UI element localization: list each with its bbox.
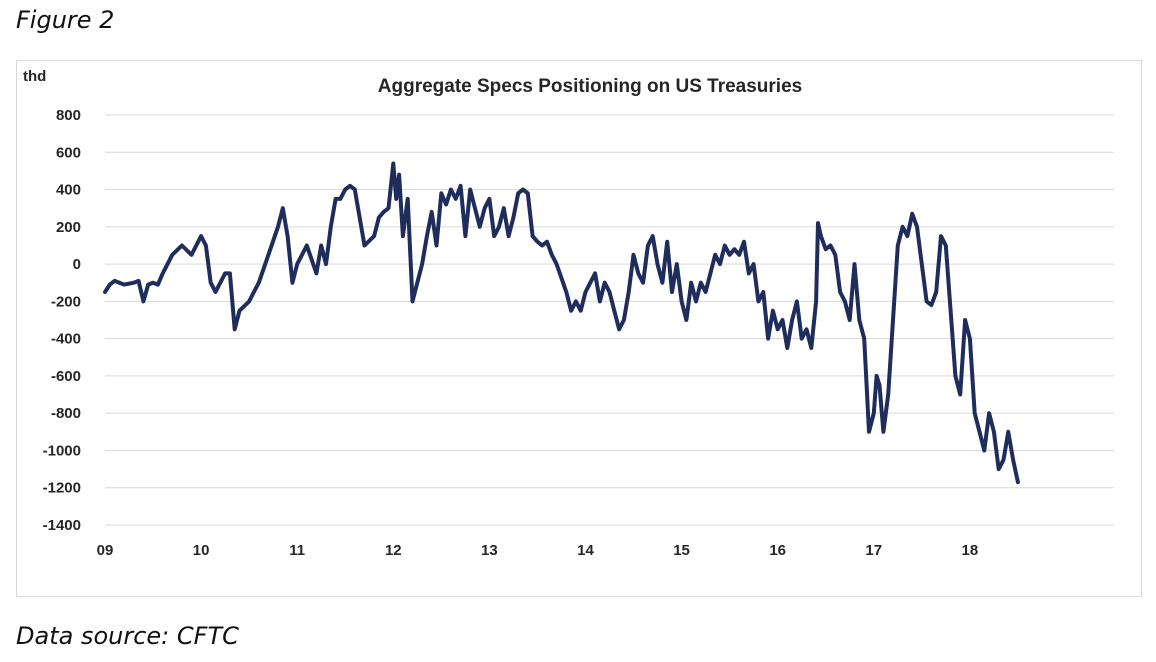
y-tick-label: 800 <box>56 107 81 124</box>
x-tick-label: 14 <box>577 542 594 559</box>
x-tick-label: 15 <box>673 542 690 559</box>
y-tick-label: 400 <box>56 182 81 199</box>
y-tick-label: -400 <box>51 331 81 348</box>
figure-label: Figure 2 <box>16 6 115 34</box>
y-tick-label: -1000 <box>43 442 81 459</box>
y-tick-label: -1400 <box>43 517 81 534</box>
x-tick-label: 13 <box>481 542 498 559</box>
x-tick-label: 11 <box>289 542 305 559</box>
chart-frame: thd Aggregate Specs Positioning on US Tr… <box>16 60 1142 597</box>
x-tick-label: 17 <box>865 542 882 559</box>
source-label: Data source: CFTC <box>16 622 239 650</box>
x-axis-ticks: 09 10 11 12 13 14 15 16 17 18 <box>97 542 979 559</box>
line-chart: thd Aggregate Specs Positioning on US Tr… <box>23 68 1114 559</box>
y-tick-label: 0 <box>73 256 81 273</box>
y-axis-ticks: 800 600 400 200 0 -200 -400 -600 -800 -1000 -1200 -… <box>43 107 81 534</box>
y-tick-label: -800 <box>51 405 81 422</box>
chart-title: Aggregate Specs Positioning on US Treasu… <box>378 76 802 97</box>
y-unit-label: thd <box>23 68 46 85</box>
x-tick-label: 18 <box>962 542 979 559</box>
y-tick-label: 600 <box>56 144 81 161</box>
y-tick-label: -1200 <box>43 480 81 497</box>
gridlines <box>105 114 1114 526</box>
x-tick-label: 10 <box>193 542 210 559</box>
x-tick-label: 09 <box>97 542 114 559</box>
series-layer <box>103 161 1020 485</box>
x-tick-label: 16 <box>769 542 786 559</box>
series-line <box>103 161 1020 485</box>
y-tick-label: -600 <box>51 368 81 385</box>
x-tick-label: 12 <box>385 542 402 559</box>
y-tick-label: -200 <box>51 293 81 310</box>
y-tick-label: 200 <box>56 219 81 236</box>
